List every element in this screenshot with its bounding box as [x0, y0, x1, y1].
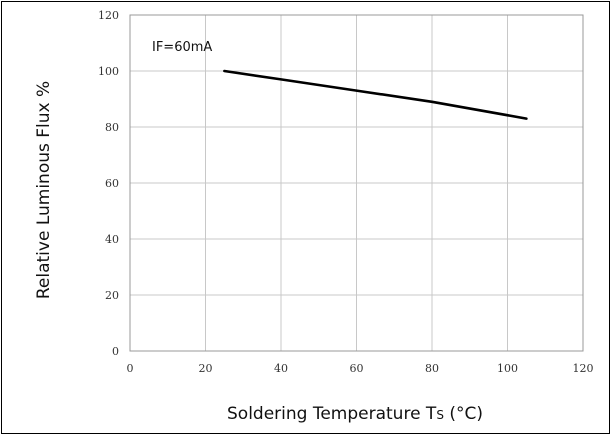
x-tick-label-1: 20: [199, 362, 213, 375]
plot-border: [129, 14, 584, 352]
x-tick-labels: 0 20 40 60 80 100 120: [127, 362, 594, 375]
grid-lines: [129, 14, 584, 352]
y-tick-label-6: 120: [98, 9, 119, 22]
x-tick-label-6: 120: [573, 362, 594, 375]
plot-area-border: [129, 14, 584, 352]
annotation-if-current: IF=60mA: [152, 40, 212, 55]
x-axis-label: Soldering Temperature TS (°C): [227, 404, 483, 424]
x-tick-label-3: 60: [350, 362, 364, 375]
y-tick-label-5: 100: [98, 65, 119, 78]
x-axis-label-unit: (°C): [444, 404, 483, 424]
y-tick-label-3: 60: [105, 177, 119, 190]
y-tick-label-4: 80: [105, 121, 119, 134]
y-tick-label-0: 0: [112, 345, 119, 358]
series-line-0: [223, 69, 528, 120]
y-tick-label-2: 40: [105, 233, 119, 246]
x-tick-label-5: 100: [497, 362, 518, 375]
x-tick-label-2: 40: [274, 362, 288, 375]
y-axis-label: Relative Luminous Flux %: [34, 81, 54, 299]
x-tick-label-0: 0: [127, 362, 134, 375]
series-lines: [223, 69, 528, 120]
y-tick-labels: 0 20 40 60 80 100 120: [98, 9, 119, 358]
x-axis-label-main: Soldering Temperature T: [227, 404, 437, 424]
y-tick-label-1: 20: [105, 289, 119, 302]
x-tick-label-4: 80: [425, 362, 439, 375]
x-axis-label-subscript: S: [436, 408, 444, 422]
